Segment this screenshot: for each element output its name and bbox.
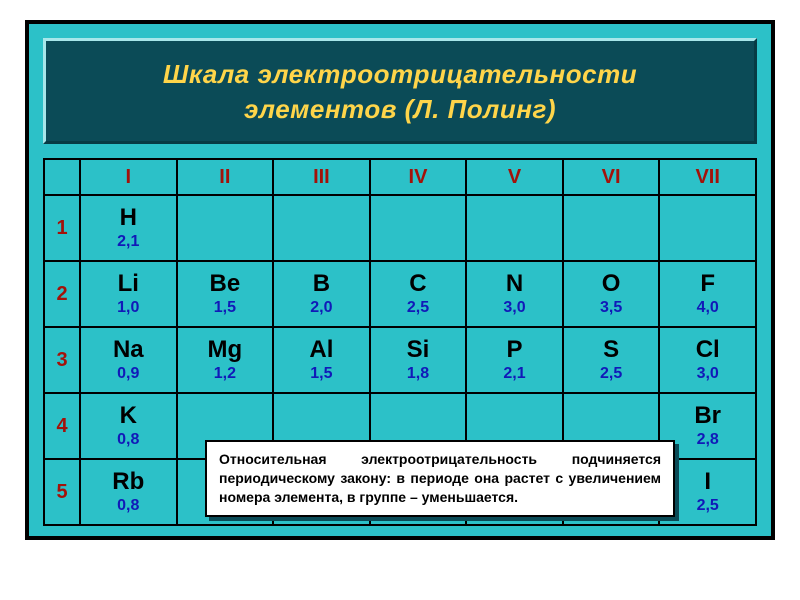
chart-frame: Шкала электроотрицательности элементов (…: [25, 20, 775, 540]
element-cell: H 2,1: [80, 195, 177, 261]
element-symbol: H: [81, 206, 176, 230]
element-cell: [273, 195, 370, 261]
row-header: 5: [44, 459, 80, 525]
table-row: 3Na 0,9Mg 1,2Al 1,5Si 1,8P 2,1S 2,5Cl 3,0: [44, 327, 756, 393]
element-cell: [659, 195, 756, 261]
element-cell: S 2,5: [563, 327, 660, 393]
element-cell: Li 1,0: [80, 261, 177, 327]
element-cell: [177, 195, 274, 261]
element-symbol: N: [467, 272, 562, 296]
row-header: 3: [44, 327, 80, 393]
row-header: 2: [44, 261, 80, 327]
element-symbol: C: [371, 272, 466, 296]
title-line-1: Шкала электроотрицательности: [56, 57, 744, 92]
element-symbol: Al: [274, 338, 369, 362]
element-symbol: Be: [178, 272, 273, 296]
element-symbol: S: [564, 338, 659, 362]
element-value: 1,5: [274, 366, 369, 382]
table-row: 2Li 1,0Be 1,5B 2,0C 2,5N 3,0O 3,5F 4,0: [44, 261, 756, 327]
column-header-row: I II III IV V VI VII: [44, 159, 756, 195]
element-cell: Be 1,5: [177, 261, 274, 327]
title-line-2: элементов (Л. Полинг): [56, 92, 744, 127]
element-value: 3,0: [660, 366, 755, 382]
element-value: 3,5: [564, 300, 659, 316]
element-cell: Mg 1,2: [177, 327, 274, 393]
element-value: 0,8: [81, 432, 176, 448]
col-header: I: [80, 159, 177, 195]
note-box: Относительная электроотрицательность под…: [205, 440, 675, 517]
element-value: 2,0: [274, 300, 369, 316]
element-cell: [466, 195, 563, 261]
element-cell: C 2,5: [370, 261, 467, 327]
element-symbol: K: [81, 404, 176, 428]
element-cell: Si 1,8: [370, 327, 467, 393]
element-symbol: Rb: [81, 470, 176, 494]
element-value: 1,5: [178, 300, 273, 316]
element-value: 1,2: [178, 366, 273, 382]
element-symbol: Li: [81, 272, 176, 296]
element-value: 2,1: [81, 234, 176, 250]
element-value: 1,0: [81, 300, 176, 316]
element-symbol: P: [467, 338, 562, 362]
element-symbol: F: [660, 272, 755, 296]
element-symbol: B: [274, 272, 369, 296]
element-cell: B 2,0: [273, 261, 370, 327]
element-symbol: Br: [660, 404, 755, 428]
element-cell: F 4,0: [659, 261, 756, 327]
note-text: Относительная электроотрицательность под…: [219, 450, 661, 507]
element-value: 4,0: [660, 300, 755, 316]
element-cell: [370, 195, 467, 261]
element-cell: O 3,5: [563, 261, 660, 327]
element-symbol: Cl: [660, 338, 755, 362]
element-value: 3,0: [467, 300, 562, 316]
element-cell: N 3,0: [466, 261, 563, 327]
col-header: IV: [370, 159, 467, 195]
element-symbol: Na: [81, 338, 176, 362]
element-value: 2,1: [467, 366, 562, 382]
element-cell: P 2,1: [466, 327, 563, 393]
col-header: VII: [659, 159, 756, 195]
element-value: 2,5: [564, 366, 659, 382]
element-cell: [563, 195, 660, 261]
table-row: 1H 2,1: [44, 195, 756, 261]
title-panel: Шкала электроотрицательности элементов (…: [43, 38, 757, 144]
element-value: 2,5: [371, 300, 466, 316]
element-symbol: Mg: [178, 338, 273, 362]
col-header: II: [177, 159, 274, 195]
element-symbol: Si: [371, 338, 466, 362]
row-header: 1: [44, 195, 80, 261]
element-value: 0,8: [81, 498, 176, 514]
element-cell: Al 1,5: [273, 327, 370, 393]
col-header: VI: [563, 159, 660, 195]
row-header: 4: [44, 393, 80, 459]
corner-cell: [44, 159, 80, 195]
element-cell: Rb 0,8: [80, 459, 177, 525]
col-header: III: [273, 159, 370, 195]
element-cell: Cl 3,0: [659, 327, 756, 393]
element-cell: Na 0,9: [80, 327, 177, 393]
col-header: V: [466, 159, 563, 195]
element-cell: K 0,8: [80, 393, 177, 459]
element-value: 1,8: [371, 366, 466, 382]
element-value: 0,9: [81, 366, 176, 382]
element-symbol: O: [564, 272, 659, 296]
